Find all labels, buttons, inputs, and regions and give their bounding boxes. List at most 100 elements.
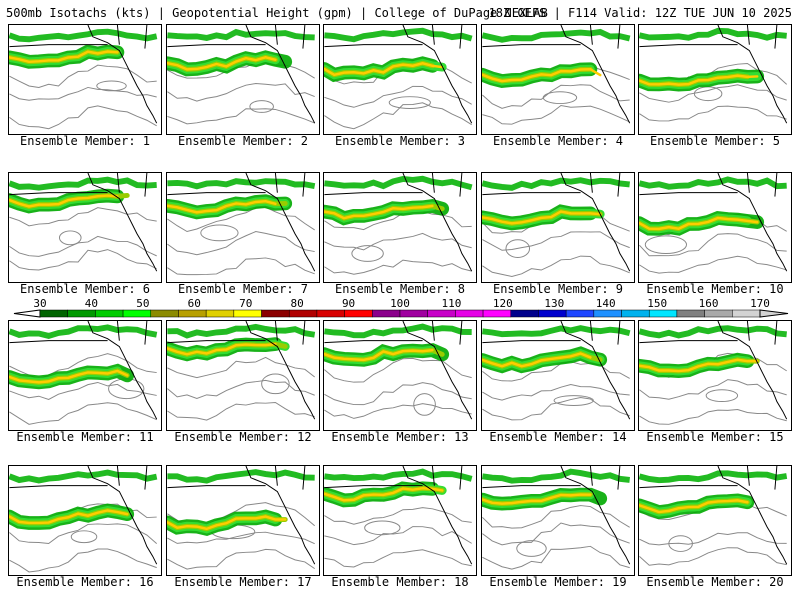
height-contour [516, 540, 547, 557]
height-contour [639, 532, 787, 546]
ensemble-member-map [638, 24, 792, 135]
coastline [9, 321, 158, 420]
isotach-band [482, 325, 631, 338]
coastline [167, 466, 316, 565]
height-contour [167, 83, 315, 102]
ensemble-member-map [638, 465, 792, 576]
height-contour [413, 393, 436, 416]
height-contour [364, 520, 401, 536]
height-contour [9, 249, 157, 271]
isotach-band [639, 470, 788, 484]
height-contour [324, 357, 472, 383]
isotach-band [482, 352, 592, 368]
ensemble-member-label: Ensemble Member: 11 [16, 430, 154, 444]
isotach-band [639, 499, 749, 514]
colorbar-tick-label: 110 [441, 297, 461, 310]
height-contour [324, 232, 472, 251]
height-contour [58, 230, 82, 246]
colorbar-swatch [621, 309, 650, 318]
colorbar-tick-label: 140 [596, 297, 616, 310]
isotach-band [167, 515, 287, 531]
colorbar-swatch [482, 309, 512, 318]
height-contour [261, 373, 290, 395]
colorbar-tick-label: 60 [188, 297, 201, 310]
height-contour [249, 100, 274, 113]
colorbar-swatch [399, 309, 428, 318]
height-contour [482, 255, 630, 278]
height-contour [9, 402, 157, 425]
ensemble-member-label: Ensemble Member: 14 [489, 430, 627, 444]
height-contour-map [167, 173, 316, 276]
ensemble-member-map [481, 24, 635, 135]
height-contour [167, 356, 315, 379]
isotach-band [482, 177, 631, 191]
ensemble-member-label: Ensemble Member: 3 [334, 134, 466, 148]
ensemble-member-map [166, 24, 320, 135]
isotach-band [639, 74, 759, 86]
height-contour-map [167, 321, 316, 421]
isotach-band [167, 56, 277, 71]
height-contour [482, 396, 630, 421]
height-contour-map [9, 321, 158, 425]
coastline [9, 25, 158, 124]
coastline [324, 25, 473, 124]
height-contour [167, 231, 315, 256]
isotach-band [167, 342, 277, 356]
height-contour [9, 548, 157, 573]
height-contour [200, 224, 239, 242]
height-contour [639, 408, 787, 425]
height-contour [324, 259, 472, 275]
ensemble-member-map [166, 320, 320, 431]
height-contour-map [639, 25, 788, 124]
isotach-band [482, 468, 631, 484]
height-contour [639, 547, 787, 566]
ensemble-member-label: Ensemble Member: 16 [16, 575, 154, 589]
height-contour [542, 91, 578, 105]
coastline [482, 25, 631, 124]
colorbar-tick-label: 150 [647, 297, 667, 310]
isotach-band [9, 176, 157, 191]
coastline [9, 173, 158, 272]
height-contour [9, 523, 158, 545]
ensemble-member-map [638, 320, 792, 431]
colorbar-swatch [455, 309, 484, 318]
height-contour [324, 549, 472, 568]
height-contour [9, 86, 157, 101]
colorbar-swatch [205, 309, 235, 318]
ensemble-member-label: Ensemble Member: 15 [646, 430, 784, 444]
colorbar-swatch [95, 309, 124, 318]
coastline [639, 25, 788, 124]
isotach-band [9, 509, 129, 525]
height-contour-map [167, 466, 316, 570]
colorbar-swatch [344, 309, 373, 318]
height-contour [639, 84, 787, 103]
height-contour [505, 239, 531, 258]
isotach-band [324, 468, 473, 482]
ensemble-member-label: Ensemble Member: 9 [492, 282, 624, 296]
height-contour [324, 526, 472, 546]
height-contour [167, 206, 315, 233]
height-contour-map [324, 321, 473, 420]
coastline [639, 466, 788, 565]
colorbar-tick-label: 120 [493, 297, 513, 310]
isotach-band [482, 68, 602, 83]
height-contour-map [639, 321, 788, 425]
colorbar-swatch [565, 309, 595, 318]
height-contour [639, 255, 787, 274]
isotach-band [482, 493, 592, 505]
height-contour-map [324, 466, 473, 568]
ensemble-member-map [481, 172, 635, 283]
colorbar-swatch [316, 309, 345, 318]
coastline [482, 321, 631, 420]
isotach-band [324, 348, 434, 362]
colorbar-swatch [122, 309, 152, 318]
height-contour [167, 257, 315, 276]
colorbar-tick-label: 30 [33, 297, 46, 310]
height-contour [324, 507, 472, 525]
height-contour [482, 545, 630, 570]
isotach-band [167, 469, 315, 484]
isotach-band [482, 28, 631, 43]
height-contour [9, 105, 157, 130]
height-contour [167, 548, 315, 570]
isotach-band [167, 199, 277, 214]
